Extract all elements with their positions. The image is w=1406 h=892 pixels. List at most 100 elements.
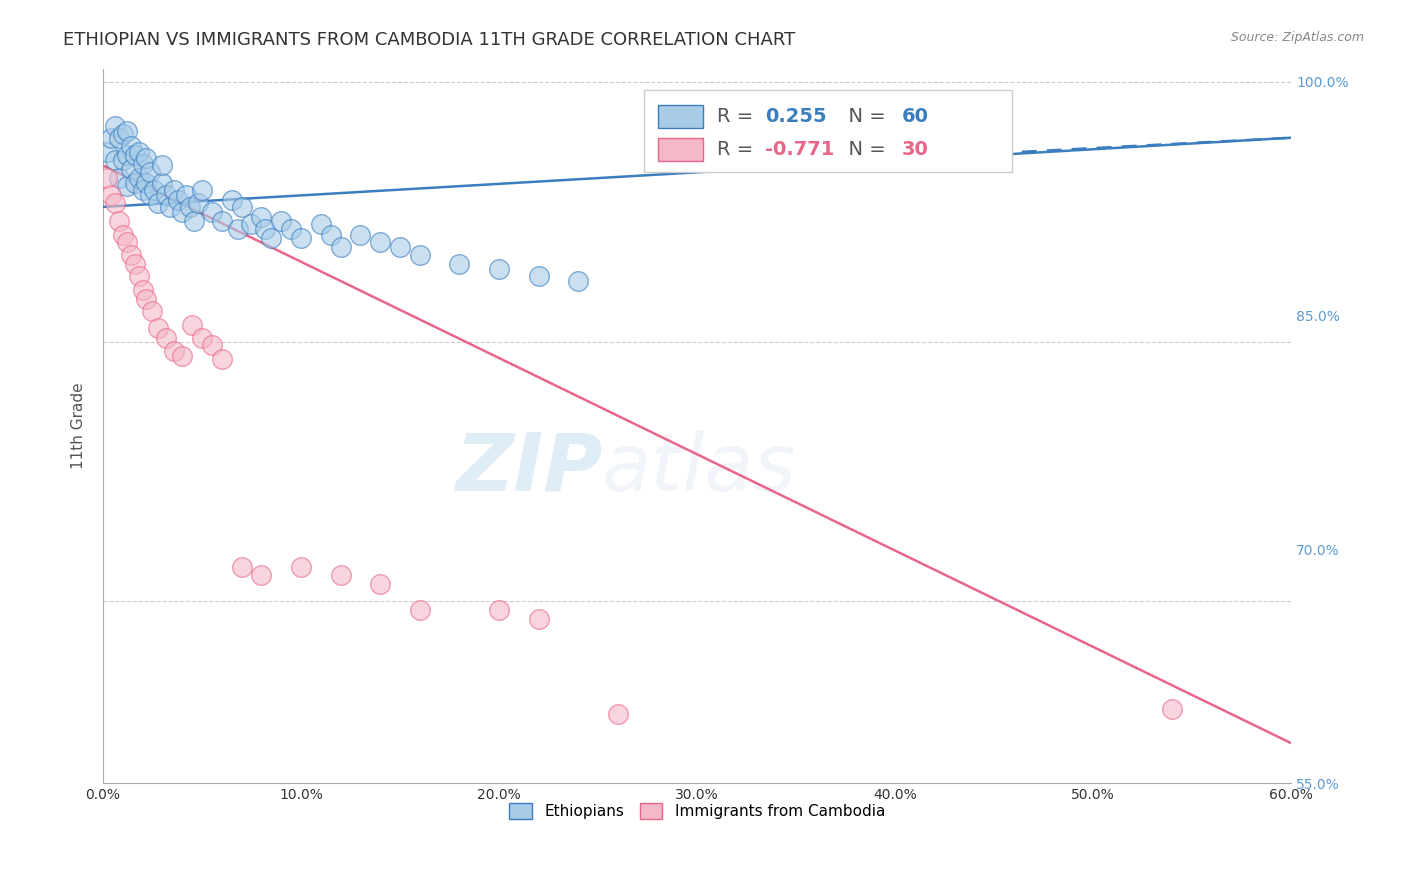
Point bbox=[191, 331, 214, 345]
Point bbox=[163, 343, 186, 358]
Point bbox=[368, 577, 391, 591]
Text: 0.255: 0.255 bbox=[765, 107, 827, 126]
Point bbox=[191, 183, 214, 197]
Point bbox=[96, 170, 118, 185]
Point bbox=[290, 559, 312, 574]
Point bbox=[148, 196, 170, 211]
Point bbox=[409, 603, 432, 617]
Point bbox=[96, 145, 118, 159]
Point bbox=[139, 165, 162, 179]
Point bbox=[201, 205, 224, 219]
Point bbox=[135, 292, 157, 306]
Text: N =: N = bbox=[837, 140, 893, 159]
Point bbox=[139, 187, 162, 202]
Point bbox=[174, 187, 197, 202]
Point bbox=[128, 269, 150, 284]
Point bbox=[107, 213, 129, 227]
Point bbox=[409, 248, 432, 262]
Point bbox=[449, 257, 471, 271]
Point bbox=[128, 145, 150, 159]
Point bbox=[148, 321, 170, 335]
Point bbox=[240, 217, 263, 231]
Point bbox=[107, 130, 129, 145]
Text: ETHIOPIAN VS IMMIGRANTS FROM CAMBODIA 11TH GRADE CORRELATION CHART: ETHIOPIAN VS IMMIGRANTS FROM CAMBODIA 11… bbox=[63, 31, 796, 49]
Text: R =: R = bbox=[717, 107, 759, 126]
Point bbox=[488, 603, 510, 617]
Point bbox=[163, 183, 186, 197]
Point bbox=[309, 217, 332, 231]
Point bbox=[104, 119, 127, 133]
Text: atlas: atlas bbox=[602, 430, 797, 508]
Point bbox=[172, 205, 194, 219]
Point bbox=[606, 706, 628, 721]
Point bbox=[111, 128, 134, 142]
Point bbox=[179, 200, 201, 214]
Point bbox=[120, 139, 142, 153]
Point bbox=[135, 152, 157, 166]
Text: ZIP: ZIP bbox=[454, 430, 602, 508]
Point bbox=[201, 338, 224, 352]
Point bbox=[143, 183, 166, 197]
Point bbox=[115, 148, 138, 162]
Point bbox=[141, 303, 163, 318]
Point bbox=[120, 248, 142, 262]
Point bbox=[115, 179, 138, 194]
Point bbox=[128, 170, 150, 185]
Point bbox=[115, 124, 138, 138]
Point bbox=[389, 240, 412, 254]
Point bbox=[155, 187, 177, 202]
Point bbox=[319, 227, 342, 242]
Point bbox=[280, 222, 302, 236]
Y-axis label: 11th Grade: 11th Grade bbox=[72, 383, 86, 469]
Point bbox=[231, 559, 253, 574]
Point bbox=[124, 148, 146, 162]
Point bbox=[211, 213, 233, 227]
FancyBboxPatch shape bbox=[644, 90, 1012, 172]
Point bbox=[131, 156, 153, 170]
Point bbox=[167, 193, 190, 207]
Point bbox=[290, 231, 312, 245]
Text: -0.771: -0.771 bbox=[765, 140, 834, 159]
Point bbox=[250, 211, 273, 225]
FancyBboxPatch shape bbox=[658, 105, 703, 128]
Point bbox=[527, 269, 550, 284]
Point bbox=[187, 196, 209, 211]
Point bbox=[226, 222, 249, 236]
Point bbox=[120, 161, 142, 176]
Point bbox=[183, 213, 205, 227]
Point bbox=[107, 170, 129, 185]
Text: 30: 30 bbox=[901, 140, 928, 159]
FancyBboxPatch shape bbox=[658, 137, 703, 161]
Point bbox=[150, 158, 173, 172]
Point bbox=[527, 612, 550, 626]
Point bbox=[254, 222, 277, 236]
Point bbox=[1161, 701, 1184, 715]
Point bbox=[250, 568, 273, 582]
Point bbox=[124, 176, 146, 190]
Point bbox=[211, 352, 233, 367]
Point bbox=[221, 193, 243, 207]
Point bbox=[104, 196, 127, 211]
Point bbox=[115, 235, 138, 249]
Point bbox=[100, 130, 122, 145]
Point bbox=[104, 153, 127, 168]
Text: 60: 60 bbox=[901, 107, 928, 126]
Point bbox=[131, 183, 153, 197]
Point bbox=[159, 200, 181, 214]
Text: Source: ZipAtlas.com: Source: ZipAtlas.com bbox=[1230, 31, 1364, 45]
Point bbox=[368, 235, 391, 249]
Point bbox=[231, 200, 253, 214]
Point bbox=[172, 349, 194, 363]
Point bbox=[124, 257, 146, 271]
Point bbox=[488, 262, 510, 277]
Point bbox=[111, 227, 134, 242]
Point bbox=[567, 274, 589, 288]
Point bbox=[131, 283, 153, 297]
Point bbox=[111, 153, 134, 168]
Point bbox=[135, 176, 157, 190]
Text: N =: N = bbox=[837, 107, 893, 126]
Point bbox=[100, 187, 122, 202]
Point bbox=[181, 318, 204, 332]
Text: R =: R = bbox=[717, 140, 759, 159]
Point bbox=[260, 231, 283, 245]
